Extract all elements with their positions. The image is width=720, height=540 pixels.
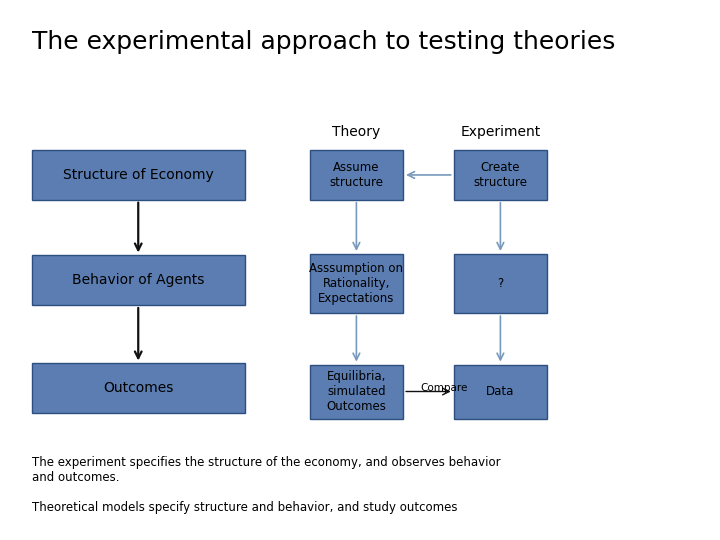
Text: Assume
structure: Assume structure (329, 161, 383, 189)
FancyBboxPatch shape (32, 255, 245, 305)
Text: Theory: Theory (332, 125, 381, 139)
Text: Structure of Economy: Structure of Economy (63, 168, 214, 182)
FancyBboxPatch shape (454, 254, 547, 313)
FancyBboxPatch shape (32, 150, 245, 200)
Text: Experiment: Experiment (460, 125, 541, 139)
Text: The experimental approach to testing theories: The experimental approach to testing the… (32, 30, 616, 53)
Text: Asssumption on
Rationality,
Expectations: Asssumption on Rationality, Expectations (310, 262, 403, 305)
FancyBboxPatch shape (310, 364, 403, 418)
FancyBboxPatch shape (454, 150, 547, 200)
Text: ?: ? (498, 277, 503, 290)
FancyBboxPatch shape (454, 364, 547, 418)
FancyBboxPatch shape (32, 363, 245, 413)
Text: The experiment specifies the structure of the economy, and observes behavior
and: The experiment specifies the structure o… (32, 456, 501, 484)
Text: Equilibria,
simulated
Outcomes: Equilibria, simulated Outcomes (326, 370, 387, 413)
Text: Create
structure: Create structure (474, 161, 528, 189)
Text: Data: Data (486, 385, 515, 398)
Text: Behavior of Agents: Behavior of Agents (73, 273, 204, 287)
Text: Theoretical models specify structure and behavior, and study outcomes: Theoretical models specify structure and… (32, 501, 458, 514)
FancyBboxPatch shape (310, 254, 403, 313)
Text: Compare: Compare (420, 382, 468, 393)
FancyBboxPatch shape (310, 150, 403, 200)
Text: Outcomes: Outcomes (104, 381, 174, 395)
